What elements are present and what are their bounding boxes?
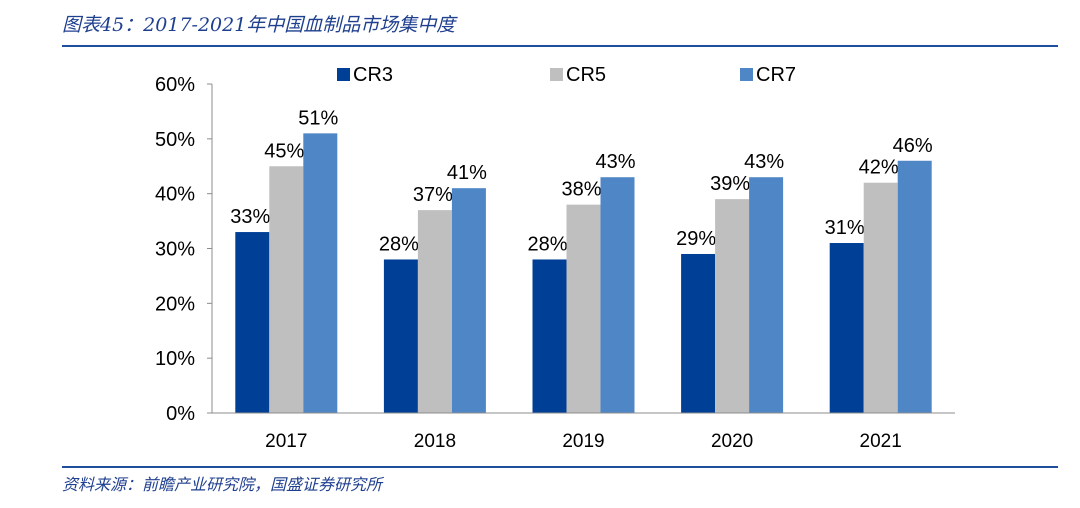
data-label: 42% xyxy=(859,157,899,179)
bar-cr3 xyxy=(681,253,716,413)
x-tick-label: 2018 xyxy=(414,431,456,452)
source-divider xyxy=(62,466,1058,468)
bar-cr5 xyxy=(566,204,601,413)
bar-cr5 xyxy=(269,166,304,413)
x-tick-label: 2021 xyxy=(860,431,902,452)
y-tick-label: 50% xyxy=(155,129,195,151)
legend-label-cr7: CR7 xyxy=(756,64,796,86)
data-label: 31% xyxy=(825,217,865,239)
data-label: 37% xyxy=(413,184,453,206)
y-tick-label: 10% xyxy=(155,348,195,370)
y-tick-label: 0% xyxy=(166,403,195,425)
bar-cr7 xyxy=(303,133,338,413)
x-tick-label: 2019 xyxy=(562,431,604,452)
data-label: 28% xyxy=(527,233,567,255)
bar-cr3 xyxy=(829,243,864,413)
bar-cr3 xyxy=(235,232,270,413)
bar-cr5 xyxy=(417,210,452,413)
data-label: 33% xyxy=(230,206,270,228)
bar-cr5 xyxy=(715,199,750,413)
data-label: 43% xyxy=(595,151,635,173)
y-tick-label: 60% xyxy=(155,74,195,96)
data-label: 41% xyxy=(447,162,487,184)
data-label: 28% xyxy=(379,233,419,255)
title-divider xyxy=(62,45,1058,47)
bar-chart: 0%10%20%30%40%50%60%33%45%51%201728%37%4… xyxy=(155,64,955,452)
bar-cr7 xyxy=(897,160,932,413)
legend-label-cr3: CR3 xyxy=(353,64,393,86)
data-label: 29% xyxy=(676,228,716,250)
data-label: 38% xyxy=(561,179,601,201)
bar-cr5 xyxy=(863,182,898,413)
legend-label-cr5: CR5 xyxy=(566,64,606,86)
bar-cr7 xyxy=(600,177,635,413)
x-tick-label: 2020 xyxy=(711,431,753,452)
bar-cr7 xyxy=(451,188,486,413)
data-label: 51% xyxy=(298,107,338,129)
legend-swatch-cr5 xyxy=(550,68,563,81)
data-label: 43% xyxy=(744,151,784,173)
figure-source: 资料来源：前瞻产业研究院，国盛证券研究所 xyxy=(62,475,383,494)
data-label: 39% xyxy=(710,173,750,195)
data-label: 46% xyxy=(893,135,933,157)
y-tick-label: 20% xyxy=(155,293,195,315)
y-tick-label: 40% xyxy=(155,184,195,206)
bar-cr3 xyxy=(383,259,418,413)
bar-cr3 xyxy=(532,259,567,413)
y-tick-label: 30% xyxy=(155,239,195,261)
figure-title: 图表45：2017-2021年中国血制品市场集中度 xyxy=(62,14,456,36)
bar-cr7 xyxy=(749,177,784,413)
data-label: 45% xyxy=(264,140,304,162)
legend-swatch-cr7 xyxy=(740,68,753,81)
legend-swatch-cr3 xyxy=(337,68,350,81)
x-tick-label: 2017 xyxy=(265,431,307,452)
